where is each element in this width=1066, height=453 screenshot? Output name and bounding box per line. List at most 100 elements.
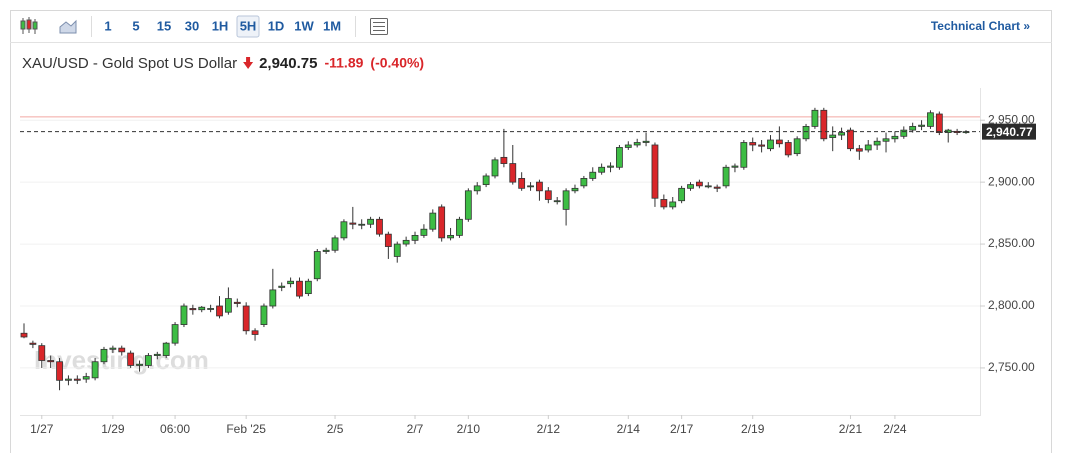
candle-body	[100, 348, 108, 363]
candle-body	[927, 112, 934, 127]
candle-body	[242, 305, 250, 332]
candle-body	[731, 165, 739, 168]
candle-body	[376, 218, 383, 235]
candle-body	[500, 156, 508, 164]
candle-body	[251, 330, 259, 335]
selected-interval-box	[236, 15, 260, 38]
candle-body	[73, 378, 81, 381]
candle-body	[775, 139, 783, 145]
candle-body	[118, 347, 126, 353]
candle-body	[793, 138, 801, 155]
interval-button[interactable]: 15	[157, 18, 171, 33]
candle-body	[473, 185, 481, 192]
candle-body	[464, 190, 472, 220]
candle-body	[935, 113, 943, 133]
candle-body	[313, 251, 321, 280]
candle-body	[562, 190, 570, 210]
candle-body	[20, 332, 28, 338]
last-price-box	[982, 123, 1036, 140]
table-icon[interactable]	[370, 18, 388, 35]
candle-body	[171, 324, 179, 344]
candle-body	[109, 347, 117, 350]
candle-body	[402, 239, 410, 245]
candle-body	[553, 200, 561, 203]
down-arrow	[243, 57, 254, 69]
candle-body	[678, 187, 686, 202]
candle-body	[207, 308, 215, 310]
interval-button[interactable]: 1	[104, 18, 111, 33]
interval-button[interactable]: 5H	[240, 18, 257, 33]
candle-body	[278, 285, 286, 288]
price-change: -11.89	[324, 55, 363, 71]
x-tick-label: 2/5	[327, 422, 344, 436]
last-price: 2,940.75	[259, 55, 317, 72]
x-tick-label: Feb '25	[226, 422, 266, 436]
candle-body	[802, 125, 810, 140]
candle-icon[interactable]	[20, 17, 38, 34]
interval-button[interactable]: 1W	[294, 18, 314, 33]
area-icon[interactable]	[59, 19, 77, 34]
x-tick-label: 2/10	[457, 422, 481, 436]
candle-body	[224, 298, 232, 313]
candle-body	[304, 280, 312, 295]
candle-body	[429, 212, 437, 230]
widget-frame	[10, 10, 1052, 453]
candle-body	[784, 142, 792, 156]
candle-body	[384, 233, 392, 247]
candle-body	[47, 360, 55, 363]
candle-body	[713, 186, 721, 189]
candle-body	[358, 223, 366, 226]
candle-body	[260, 305, 268, 325]
candle-body	[518, 178, 526, 189]
candle-body	[847, 129, 854, 150]
candle-body	[598, 166, 606, 173]
candle-body	[544, 190, 552, 200]
candle-body	[909, 125, 917, 131]
instrument-name: XAU/USD - Gold Spot US Dollar	[22, 55, 237, 72]
candle-body	[367, 218, 374, 225]
technical-chart-link[interactable]: Technical Chart »	[931, 19, 1030, 33]
candle-body	[162, 342, 170, 356]
interval-button[interactable]: 1H	[212, 18, 229, 33]
interval-button[interactable]: 5	[132, 18, 139, 33]
candle-body	[216, 305, 223, 317]
y-tick-label: 2,900.00	[988, 174, 1035, 188]
candle-body	[38, 345, 46, 361]
candle-body	[882, 138, 890, 142]
x-tick-label: 1/27	[30, 422, 54, 436]
candle-body	[420, 228, 428, 236]
candle-body	[624, 144, 632, 148]
candle-body	[580, 178, 588, 187]
candle-body	[749, 142, 757, 146]
candle-body	[287, 280, 295, 285]
candle-body	[393, 243, 401, 257]
candle-body	[633, 142, 641, 146]
candle-body	[651, 144, 659, 199]
y-tick-label: 2,800.00	[988, 298, 1035, 312]
candle-body	[669, 201, 677, 208]
x-tick-label: 2/17	[670, 422, 694, 436]
candle-body	[349, 222, 357, 225]
candle-body	[65, 378, 72, 381]
candle-body	[536, 181, 543, 192]
candle-body	[482, 175, 490, 186]
candle-body	[145, 355, 152, 366]
candle-body	[331, 237, 339, 251]
x-tick-label: 2/12	[537, 422, 561, 436]
candle-body	[660, 199, 668, 208]
candle-body	[322, 249, 330, 252]
candle-body	[491, 159, 499, 177]
candle-body	[56, 361, 63, 381]
candle-body	[722, 166, 730, 187]
candle-body	[855, 148, 863, 152]
x-tick-label: 2/24	[883, 422, 907, 436]
candle-body	[296, 280, 303, 297]
candle-body	[456, 218, 463, 236]
candle-body	[153, 353, 161, 356]
interval-button[interactable]: 1D	[268, 18, 285, 33]
x-tick-label: 2/14	[617, 422, 641, 436]
interval-button[interactable]: 30	[185, 18, 199, 33]
interval-button[interactable]: 1M	[323, 18, 341, 33]
